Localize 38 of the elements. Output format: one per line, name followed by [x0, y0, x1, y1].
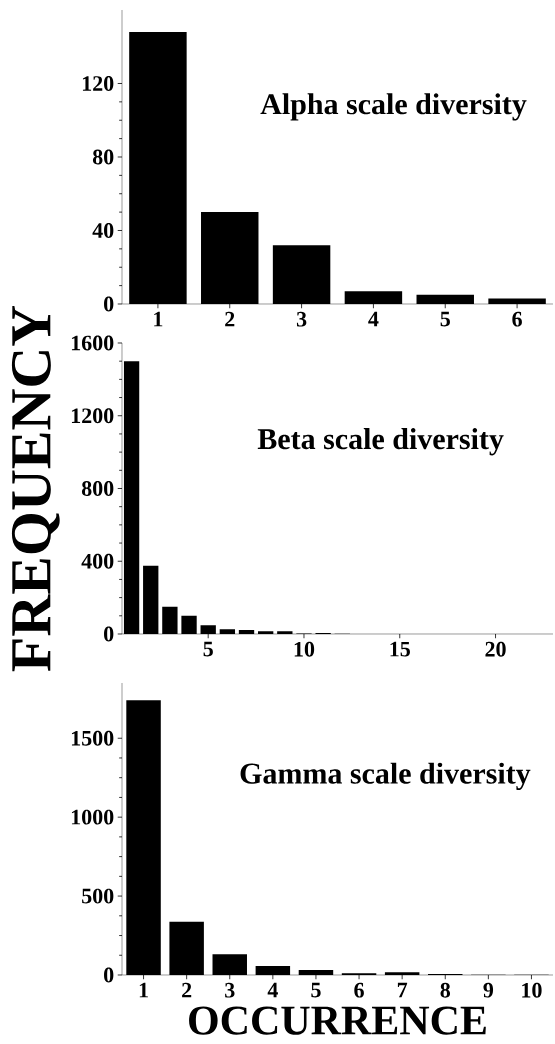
x-tick-label: 7	[397, 982, 408, 998]
y-tick-label: 40	[92, 223, 114, 238]
text: Alpha scale diversity	[260, 93, 527, 121]
y-tick-label: 1600	[71, 335, 114, 351]
y-tick-label: 120	[82, 76, 114, 91]
x-tick-label: 20	[485, 641, 506, 657]
y-tick-label: 80	[92, 149, 114, 165]
x-tick-label: 10	[294, 641, 315, 657]
y-tick-label: 1000	[71, 809, 114, 825]
x-tick-label: 3	[225, 982, 235, 998]
x-tick-label: 6	[512, 311, 522, 327]
x-tick-label: 4	[368, 311, 379, 327]
y-tick-label: 1500	[71, 730, 114, 746]
y-axis-title: FREQUENCY	[11, 305, 60, 672]
x-tick-label: 10	[522, 982, 542, 998]
x-tick-label: 5	[440, 311, 450, 327]
y-tick-label: 0	[104, 296, 114, 312]
x-tick-label: 3	[296, 311, 307, 327]
x-tick-label: 4	[267, 982, 278, 998]
x-tick-label: 6	[354, 982, 364, 998]
x-tick-label: 15	[390, 641, 410, 657]
x-tick-label: 5	[311, 982, 321, 998]
y-tick-label: 0	[104, 626, 114, 642]
y-tick-label: 0	[104, 967, 114, 983]
x-axis-title: OCCURRENCE	[189, 1006, 486, 1035]
y-tick-label: 500	[82, 888, 114, 904]
y-tick-label: 800	[81, 481, 114, 496]
text: Gamma scale diversity	[240, 762, 531, 790]
x-tick-label: 2	[225, 311, 235, 327]
x-tick-label: 5	[203, 641, 213, 657]
x-tick-label: 2	[182, 982, 192, 998]
y-tick-label: 400	[81, 553, 114, 569]
x-tick-label: 9	[483, 982, 494, 998]
x-tick-label: 1	[139, 982, 148, 998]
x-tick-label: 1	[154, 311, 163, 327]
y-tick-label: 1200	[71, 408, 114, 424]
x-tick-label: 8	[440, 982, 451, 998]
text: Beta scale diversity	[257, 428, 504, 456]
